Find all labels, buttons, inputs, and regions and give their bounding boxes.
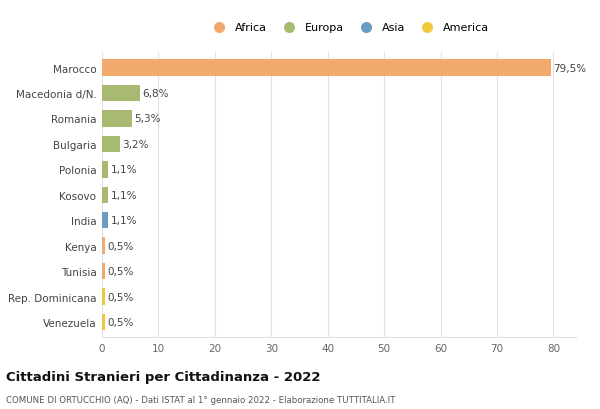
Legend: Africa, Europa, Asia, America: Africa, Europa, Asia, America (204, 19, 493, 38)
Text: 79,5%: 79,5% (553, 63, 586, 73)
Bar (102, 212, 108, 229)
Bar (102, 263, 105, 280)
Text: 0,5%: 0,5% (107, 241, 133, 251)
Text: 5,3%: 5,3% (134, 114, 161, 124)
Bar (102, 111, 132, 128)
Bar (102, 85, 140, 102)
Bar (102, 187, 108, 204)
Text: 6,8%: 6,8% (143, 89, 169, 99)
Text: 0,5%: 0,5% (107, 292, 133, 302)
Text: Cittadini Stranieri per Cittadinanza - 2022: Cittadini Stranieri per Cittadinanza - 2… (6, 370, 320, 383)
Text: 1,1%: 1,1% (110, 190, 137, 200)
Bar (102, 314, 105, 330)
Bar (102, 60, 551, 76)
Text: 3,2%: 3,2% (122, 139, 149, 150)
Bar (102, 136, 120, 153)
Text: 0,5%: 0,5% (107, 266, 133, 276)
Bar (102, 289, 105, 305)
Text: 1,1%: 1,1% (110, 216, 137, 226)
Text: COMUNE DI ORTUCCHIO (AQ) - Dati ISTAT al 1° gennaio 2022 - Elaborazione TUTTITAL: COMUNE DI ORTUCCHIO (AQ) - Dati ISTAT al… (6, 395, 395, 404)
Bar (102, 238, 105, 254)
Bar (102, 162, 108, 178)
Text: 1,1%: 1,1% (110, 165, 137, 175)
Text: 0,5%: 0,5% (107, 317, 133, 327)
